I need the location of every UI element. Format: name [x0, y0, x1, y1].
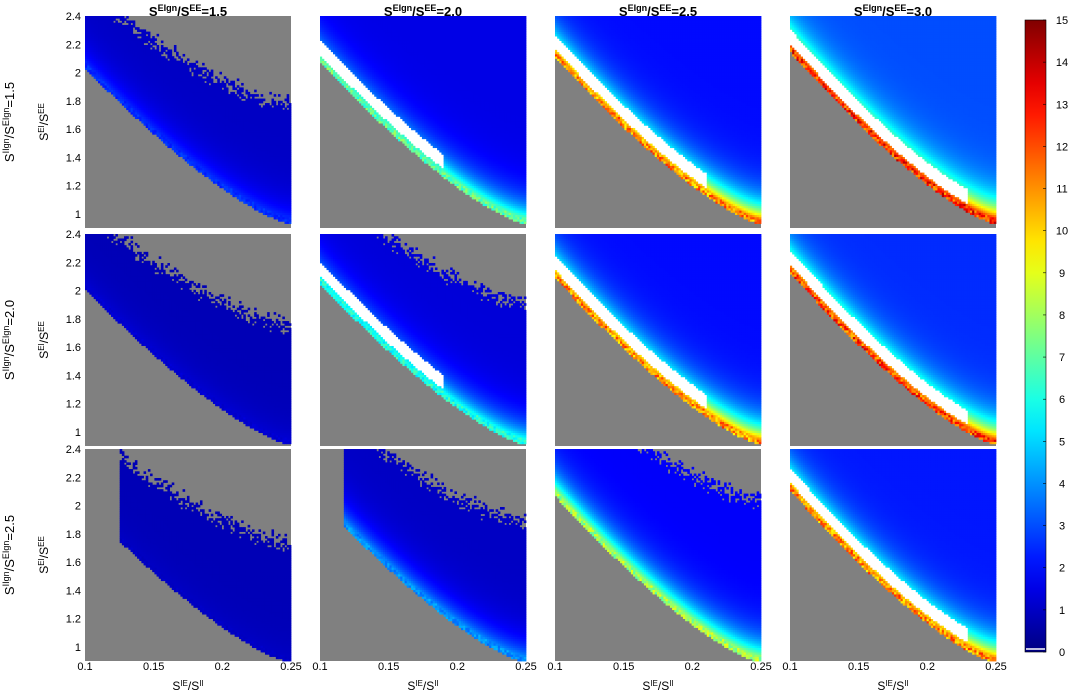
heat-cell: [256, 94, 259, 97]
heat-cell: [176, 52, 179, 55]
heat-cell: [226, 87, 229, 90]
row-titles: SIIgn/SEIgn=1.5 SIIgn/SEIgn=2.0 SIIgn/SEIg…: [1, 82, 17, 595]
heat-cell: [152, 36, 155, 39]
heat-cell: [157, 34, 160, 37]
heat-cell: [170, 52, 173, 55]
panel-r1-c1: [85, 16, 291, 228]
row-title-1: SIIgn/SEIgn=1.5: [1, 82, 17, 162]
heat-cell: [180, 58, 183, 61]
heat-cell: [278, 94, 281, 97]
heat-cell: [187, 67, 190, 70]
heat-cell: [241, 87, 244, 90]
heat-cell: [148, 32, 151, 35]
heat-cell: [196, 61, 199, 64]
heat-cell: [211, 70, 214, 73]
heat-cell: [261, 94, 264, 97]
heat-cell: [248, 92, 251, 95]
heat-cell: [254, 90, 257, 93]
heat-cell: [211, 78, 214, 81]
heat-cell: [161, 41, 164, 44]
heat-cell: [219, 72, 222, 75]
row-title-3: SIIgn/SEIgn=2.5: [1, 515, 17, 595]
heat-cell: [274, 101, 277, 104]
heat-cell: [269, 92, 272, 95]
heat-cell: [161, 52, 164, 55]
heat-cell: [170, 49, 173, 52]
heat-cell: [237, 78, 240, 81]
heat-cell: [274, 94, 277, 97]
heat-cell: [226, 78, 229, 81]
heat-cell: [263, 99, 266, 102]
heat-cell: [232, 92, 235, 95]
heat-cell: [126, 16, 129, 19]
heat-cell: [232, 81, 235, 84]
heat-cell: [202, 63, 205, 66]
heat-cell: [133, 20, 136, 23]
heat-cell: [196, 65, 199, 68]
heat-cell: [157, 45, 160, 48]
heat-cell: [174, 45, 177, 48]
heat-cell: [154, 38, 157, 41]
heat-cell: [187, 58, 190, 61]
row-title-2: SIIgn/SEIgn=2.0: [1, 300, 17, 380]
heat-cell: [241, 83, 244, 86]
heat-cell: [217, 78, 220, 81]
panel-grid: [85, 16, 996, 661]
heat-cell: [183, 54, 186, 57]
